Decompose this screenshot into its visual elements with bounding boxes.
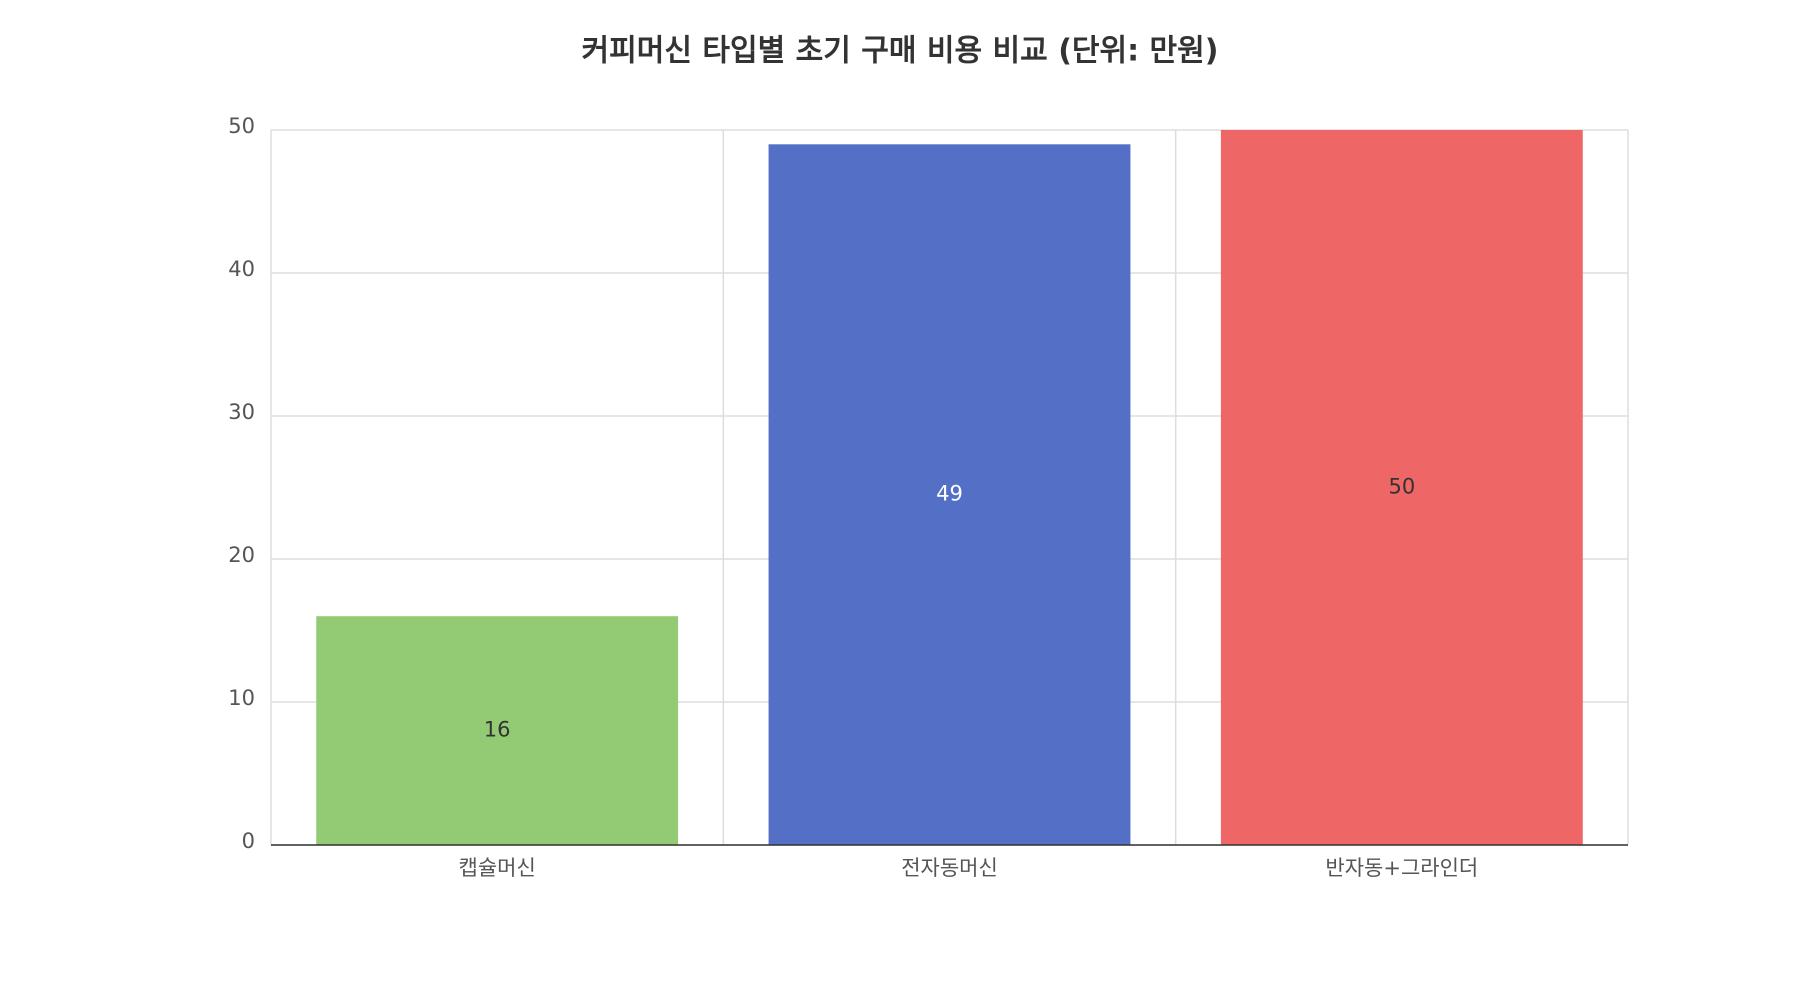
data-label: 50 — [1388, 475, 1415, 499]
y-tick-label: 30 — [228, 400, 255, 424]
x-tick-label: 캡슐머신 — [459, 856, 536, 880]
bar — [316, 616, 679, 845]
x-tick-label: 반자동+그라인더 — [1325, 856, 1478, 880]
x-tick-label: 전자동머신 — [901, 856, 998, 880]
bar — [768, 144, 1131, 846]
data-label: 49 — [936, 482, 963, 506]
y-tick-label: 20 — [228, 543, 255, 567]
y-tick-label: 40 — [228, 257, 255, 281]
chart-title: 커피머신 타입별 초기 구매 비용 비교 (단위: 만원) — [582, 34, 1219, 69]
data-label: 16 — [484, 718, 511, 742]
bar — [1220, 130, 1583, 845]
y-tick-label: 0 — [242, 829, 255, 853]
y-tick-label: 10 — [228, 686, 255, 710]
y-tick-label: 50 — [228, 114, 255, 138]
